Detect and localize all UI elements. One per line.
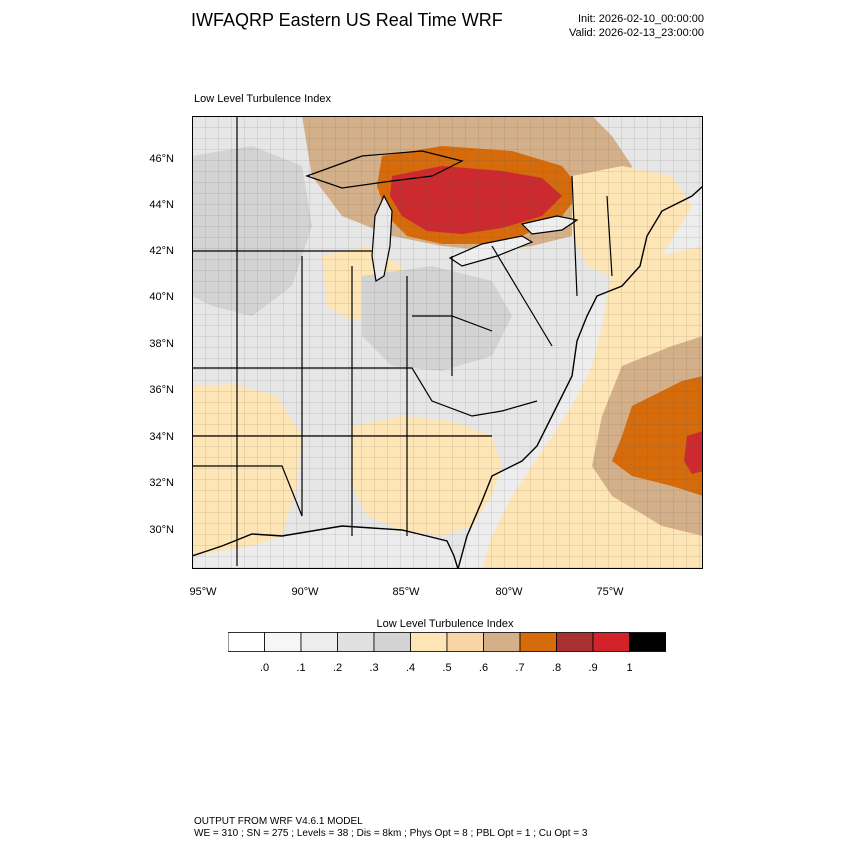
county-lines	[192, 116, 703, 569]
colorbar-swatch	[228, 632, 265, 652]
great-lakes-shoreline	[305, 150, 579, 282]
colorbar-swatch	[300, 632, 338, 652]
lat-label-38: 38°N	[149, 338, 174, 350]
lat-label-44: 44°N	[149, 199, 174, 211]
colorbar-tick-label: .7	[515, 662, 525, 674]
colorbar-tick-label: .1	[296, 662, 306, 674]
colorbar-tick-label: .8	[551, 662, 562, 674]
colorbar-tick-label: .0	[259, 662, 270, 674]
colorbar-swatch	[592, 632, 630, 652]
colorbar-swatch	[446, 632, 484, 652]
lat-label-46: 46°N	[149, 153, 174, 165]
coastline	[192, 185, 703, 569]
valid-time: Valid: 2026-02-13_23:00:00	[569, 27, 704, 39]
colorbar-tick-label: .3	[369, 662, 379, 674]
turbulence-map	[192, 116, 703, 569]
main-title: IWFAQRP Eastern US Real Time WRF	[191, 10, 503, 30]
lat-label-36: 36°N	[149, 384, 174, 396]
lon-label-75: 75°W	[596, 586, 624, 598]
colorbar-tick-label: 1	[626, 662, 633, 674]
lon-label-80: 80°W	[495, 586, 523, 598]
colorbar-swatch	[410, 632, 448, 652]
lat-label-40: 40°N	[149, 291, 174, 303]
lat-label-34: 34°N	[149, 431, 174, 443]
colorbar-swatch	[337, 632, 375, 652]
plot-subtitle: Low Level Turbulence Index	[194, 93, 331, 105]
colorbar-swatch	[556, 632, 594, 652]
colorbar-swatch	[629, 632, 666, 652]
init-time: Init: 2026-02-10_00:00:00	[578, 13, 704, 25]
footer-config: WE = 310 ; SN = 275 ; Levels = 38 ; Dis …	[194, 828, 588, 839]
lat-label-30: 30°N	[149, 524, 174, 536]
colorbar-title: Low Level Turbulence Index	[376, 618, 514, 630]
lon-label-85: 85°W	[392, 586, 420, 598]
colorbar-swatch	[264, 632, 302, 652]
lon-label-90: 90°W	[291, 586, 319, 598]
colorbar-swatch	[373, 632, 411, 652]
colorbar-swatch	[519, 632, 557, 652]
lat-label-42: 42°N	[149, 245, 174, 257]
colorbar-swatch	[483, 632, 521, 652]
lat-label-32: 32°N	[149, 477, 174, 489]
colorbar-tick-label: .6	[478, 662, 489, 674]
colorbar	[228, 632, 666, 652]
colorbar-tick-label: .5	[442, 662, 452, 674]
state-borders	[192, 116, 613, 566]
lon-label-95: 95°W	[189, 586, 217, 598]
footer-model: OUTPUT FROM WRF V4.6.1 MODEL	[194, 816, 363, 827]
colorbar-tick-label: .2	[332, 662, 343, 674]
colorbar-tick-label: .4	[405, 662, 416, 674]
colorbar-tick-label: .9	[588, 662, 598, 674]
